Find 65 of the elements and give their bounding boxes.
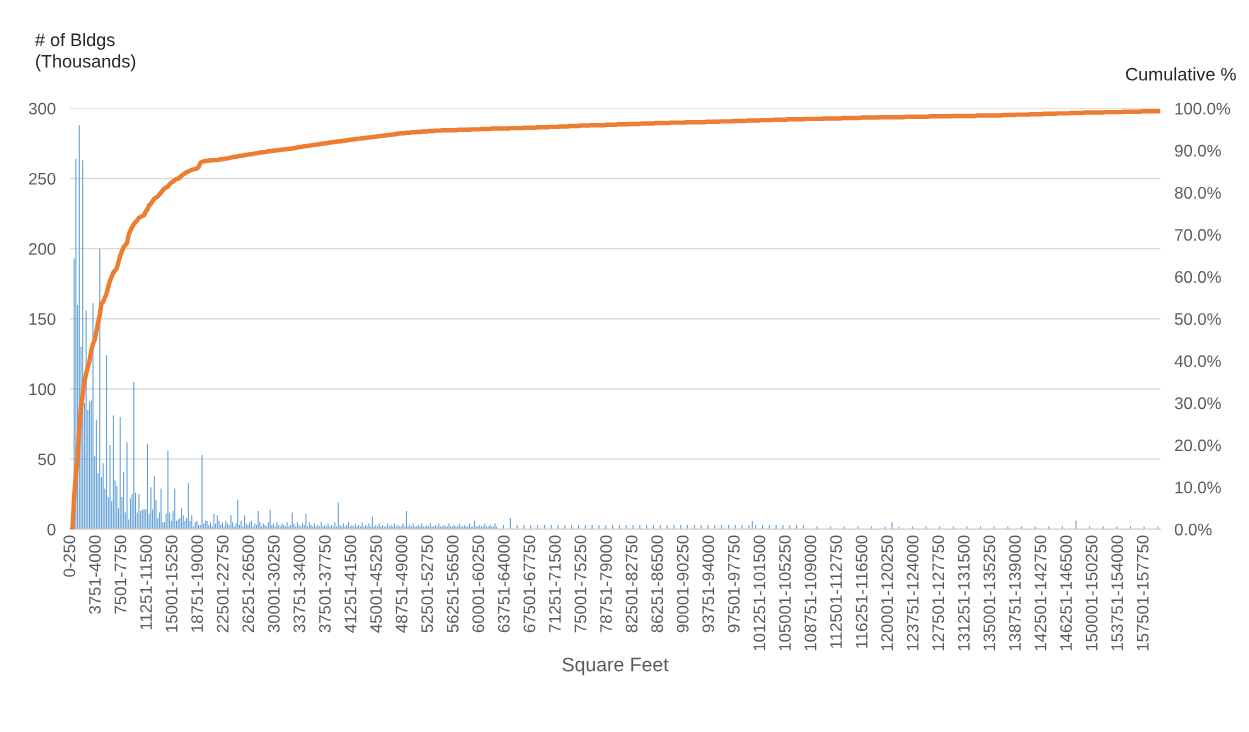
x-tick-label: 30001-30250 — [267, 535, 280, 633]
x-tick-label: 26251-26500 — [242, 535, 255, 633]
y2-tick-label: 50.0% — [1174, 313, 1221, 325]
x-tick-label: 116251-116500 — [855, 535, 868, 648]
y-tick-label: 0 — [47, 523, 56, 536]
x-tick-label: 0-250 — [63, 535, 76, 577]
x-tick-label: 153751-154000 — [1111, 535, 1124, 651]
x-tick-label: 146251-146500 — [1060, 535, 1072, 651]
x-tick-label: 33751-34000 — [293, 535, 306, 633]
x-tick-label: 138751-139000 — [1009, 535, 1021, 651]
x-tick-label: 45001-45250 — [370, 535, 382, 633]
x-tick-label: 93751-94000 — [702, 535, 715, 633]
x-tick-label: 63751-64000 — [497, 535, 510, 633]
x-tick-label: 11251-11500 — [140, 535, 152, 630]
x-tick-label: 82501-82750 — [625, 535, 638, 633]
x-tick-label: 86251-86500 — [651, 535, 664, 633]
x-tick-label: 120001-120250 — [881, 535, 894, 651]
y2-tick-label: 70.0% — [1175, 229, 1221, 241]
y-tick-label: 100 — [29, 383, 56, 396]
x-axis-title: Square Feet — [562, 657, 669, 676]
x-tick-label: 60001-60250 — [472, 535, 485, 633]
x-tick-label: 90001-90250 — [676, 535, 689, 633]
y-tick-label: 200 — [29, 243, 56, 255]
y2-tick-label: 60.0% — [1175, 271, 1221, 283]
x-tick-label: 112501-112750 — [830, 535, 842, 648]
line-series — [69, 109, 1161, 530]
y-tick-label: 300 — [28, 102, 56, 115]
x-tick-label: 56251-56500 — [446, 535, 459, 633]
y2-tick-label: 90.0% — [1174, 144, 1221, 157]
x-tick-label: 7501-7750 — [114, 535, 127, 614]
y-axis-title: # of Bldgs (Thousands) — [35, 32, 136, 72]
x-tick-label: 41251-41500 — [344, 535, 357, 633]
y2-tick-label: 0.0% — [1174, 523, 1212, 536]
x-tick-label: 127501-127750 — [932, 535, 945, 651]
x-tick-label: 67501-67750 — [523, 535, 536, 633]
y2-tick-label: 20.0% — [1175, 439, 1221, 452]
x-tick-label: 18751-19000 — [191, 535, 204, 632]
y-tick-label: 150 — [29, 313, 56, 325]
y2-axis-title: Cumulative % — [1126, 67, 1236, 81]
y-tick-label: 50 — [38, 453, 56, 466]
x-tick-label: 3751-4000 — [89, 535, 101, 614]
x-tick-label: 97501-97750 — [727, 535, 740, 633]
y2-tick-label: 40.0% — [1174, 355, 1221, 368]
y2-tick-label: 100.0% — [1175, 102, 1231, 115]
x-tick-label: 157501-157750 — [1136, 535, 1149, 651]
y2-tick-label: 80.0% — [1174, 186, 1221, 199]
x-tick-label: 123751-124000 — [906, 535, 919, 651]
x-tick-label: 108751-109000 — [804, 535, 817, 651]
x-tick-label: 71251-71500 — [549, 535, 561, 633]
x-tick-label: 52501-52750 — [421, 535, 434, 633]
x-tick-label: 22501-22750 — [216, 535, 229, 633]
y2-tick-label: 30.0% — [1174, 397, 1221, 410]
x-tick-label: 75001-75250 — [574, 535, 587, 633]
x-tick-label: 131251-131500 — [957, 535, 970, 651]
x-tick-label: 142501-142750 — [1034, 535, 1047, 651]
x-tick-label: 135001-135250 — [983, 535, 996, 651]
x-tick-label: 15001-15250 — [165, 535, 178, 632]
y2-tick-label: 10.0% — [1175, 481, 1221, 494]
y-tick-label: 250 — [29, 172, 56, 185]
x-tick-label: 78751-79000 — [600, 535, 612, 633]
x-tick-label: 37501-37750 — [319, 535, 331, 633]
x-tick-label: 101251-101500 — [753, 535, 766, 651]
x-tick-label: 48751-49000 — [395, 535, 408, 633]
x-tick-label: 150001-150250 — [1085, 535, 1098, 651]
x-tick-label: 105001-105250 — [779, 535, 791, 651]
